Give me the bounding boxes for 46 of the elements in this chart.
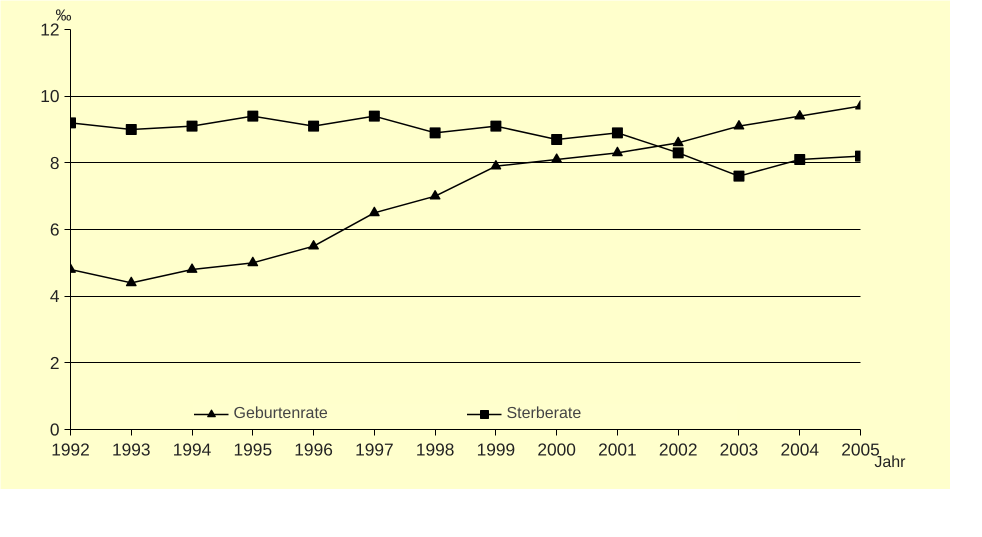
x-tick-label: 2000 xyxy=(537,440,576,460)
point xyxy=(794,154,806,165)
legend-label: Sterberate xyxy=(506,405,582,423)
x-tick-label: 2003 xyxy=(720,440,758,460)
point xyxy=(551,153,562,163)
x-tick-label: 1992 xyxy=(51,440,90,460)
y-tick-label: 6 xyxy=(50,220,60,240)
point xyxy=(672,136,684,146)
x-tick-label: 2002 xyxy=(658,440,698,460)
y-tick-label: 4 xyxy=(50,286,60,306)
point xyxy=(612,127,623,138)
point xyxy=(247,256,258,266)
point xyxy=(368,110,380,122)
point xyxy=(368,206,380,216)
x-tick-label: 2004 xyxy=(780,440,820,460)
x-tick-label: 1994 xyxy=(172,440,212,460)
point xyxy=(733,170,744,182)
point xyxy=(672,147,684,158)
x-tick-label: 1997 xyxy=(355,440,394,460)
point xyxy=(126,124,137,135)
x-tick-label: 2001 xyxy=(598,440,637,460)
x-axis-title: Jahr xyxy=(874,454,906,471)
y-tick-label: 2 xyxy=(50,352,60,373)
y-tick-label: 8 xyxy=(50,152,60,173)
point xyxy=(490,160,502,170)
point xyxy=(430,127,441,138)
x-tick-label: 1999 xyxy=(476,440,516,460)
point xyxy=(308,240,320,250)
point xyxy=(794,110,806,120)
point xyxy=(186,120,198,132)
point xyxy=(247,110,258,122)
point xyxy=(612,146,623,156)
x-tick-label: 1993 xyxy=(112,440,151,460)
point xyxy=(430,190,441,200)
point xyxy=(186,263,198,273)
x-tick-label: 1998 xyxy=(416,440,454,460)
y-tick-label: 10 xyxy=(40,86,60,106)
point xyxy=(733,120,744,130)
point xyxy=(126,276,137,286)
point xyxy=(551,134,562,145)
x-tick-label: 1995 xyxy=(234,440,272,460)
x-tick-label: 1996 xyxy=(294,440,333,460)
legend-label: Geburtenrate xyxy=(234,405,329,423)
point xyxy=(308,120,320,132)
y-tick-label: 0 xyxy=(50,420,60,440)
point xyxy=(490,120,502,132)
